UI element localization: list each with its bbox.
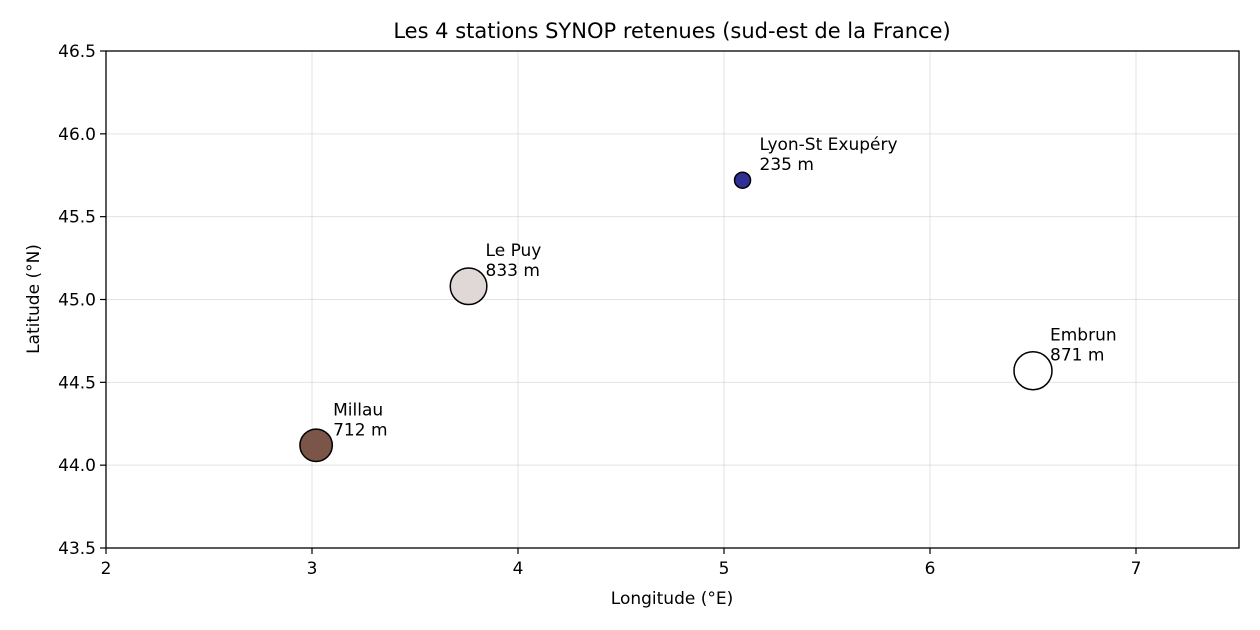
y-tick-label: 46.0 — [58, 125, 96, 145]
x-tick-label: 7 — [1131, 559, 1142, 579]
y-tick-label: 43.5 — [58, 539, 96, 559]
station-marker — [1013, 350, 1053, 391]
y-tick-label: 45.0 — [58, 291, 96, 311]
station-altitude-label: 712 m — [333, 420, 387, 440]
x-tick-label: 5 — [719, 559, 730, 579]
station-name-label: Le Puy — [486, 241, 542, 261]
chart-title: Les 4 stations SYNOP retenues (sud-est d… — [393, 19, 950, 43]
y-axis-label: Latitude (°N) — [24, 244, 44, 354]
x-tick-label: 3 — [307, 559, 318, 579]
station-altitude-label: 833 m — [486, 261, 540, 281]
y-tick-label: 44.0 — [58, 456, 96, 476]
grid — [105, 50, 1239, 549]
x-tick-label: 4 — [513, 559, 524, 579]
x-tick-label: 6 — [925, 559, 936, 579]
station-name-label: Embrun — [1050, 326, 1117, 346]
station-name-label: Lyon-St Exupéry — [760, 135, 898, 155]
station-altitude-label: 235 m — [760, 155, 814, 175]
y-tick-label: 46.5 — [58, 42, 96, 62]
x-tick-label: 2 — [101, 559, 112, 579]
station-marker — [449, 267, 488, 306]
x-axis: 2 3 4 5 6 7 — [101, 548, 1142, 579]
x-axis-label: Longitude (°E) — [611, 589, 733, 609]
station-marker — [733, 171, 752, 189]
station-altitude-label: 871 m — [1050, 346, 1104, 366]
y-axis: 43.5 44.0 44.5 45.0 45.5 46.0 46.5 — [58, 42, 106, 559]
y-tick-label: 44.5 — [58, 373, 96, 393]
station-name-label: Millau — [333, 400, 383, 420]
station-marker — [299, 428, 334, 463]
y-tick-label: 45.5 — [58, 208, 96, 228]
